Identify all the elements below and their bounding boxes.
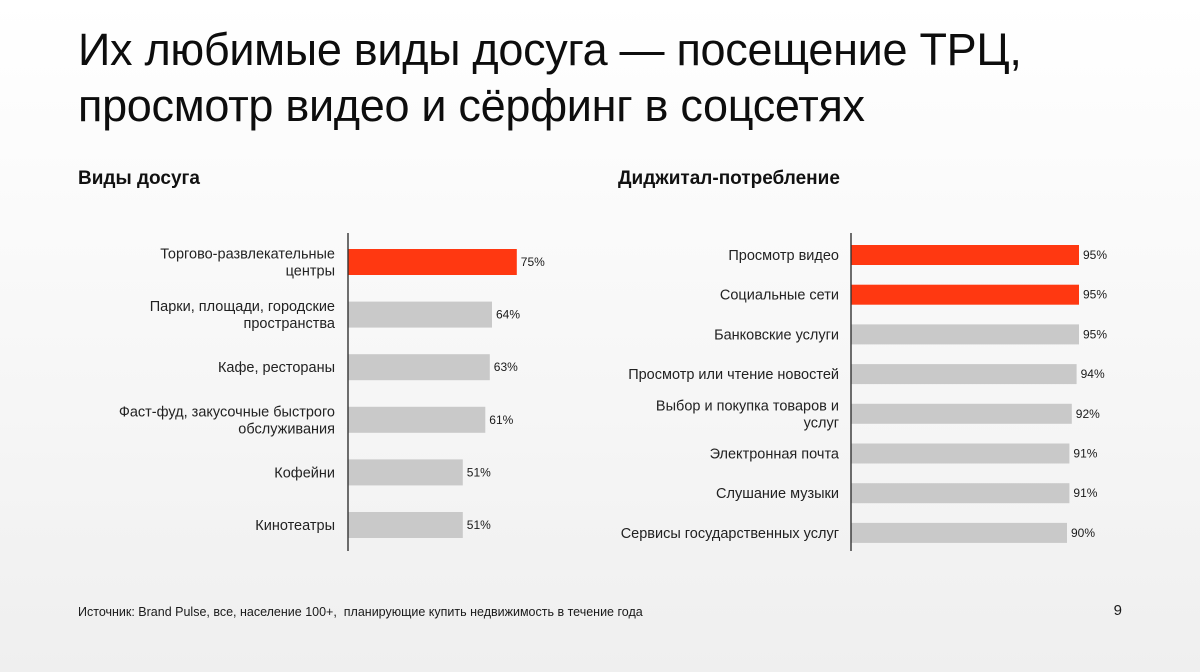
digital-category-label-4: Выбор и покупка товаров и услуг — [656, 398, 839, 431]
leisure-value-label-3: 61% — [489, 413, 513, 427]
leisure-bar-4 — [348, 459, 463, 486]
leisure-category-label-2: Кафе, рестораны — [218, 360, 335, 376]
digital-category-label-5: Электронная почта — [710, 447, 840, 463]
digital-value-label-7: 90% — [1071, 526, 1095, 540]
leisure-category-label-5: Кинотеатры — [255, 518, 335, 534]
digital-bar-5 — [851, 443, 1070, 464]
leisure-category-label-1: Парки, площади, городские пространства — [150, 299, 336, 332]
digital-category-label-2: Банковские услуги — [714, 327, 839, 343]
leisure-category-label-3-line-1: обслуживания — [238, 421, 335, 437]
leisure-category-label-5-line-0: Кинотеатры — [255, 518, 335, 534]
digital-bar-2 — [851, 324, 1079, 345]
leisure-chart-title: Виды досуга — [78, 168, 200, 189]
digital-value-label-2: 95% — [1083, 327, 1107, 341]
digital-value-label-6: 91% — [1073, 486, 1097, 500]
digital-category-label-6-line-0: Слушание музыки — [716, 486, 839, 502]
digital-value-label-3: 94% — [1081, 367, 1105, 381]
digital-bar-3 — [851, 364, 1077, 385]
source-note: Источник: Brand Pulse, все, население 10… — [78, 605, 643, 619]
digital-category-label-7: Сервисы государственных услуг — [621, 526, 839, 542]
digital-value-label-5: 91% — [1073, 447, 1097, 461]
leisure-bar-5 — [348, 512, 463, 538]
leisure-category-label-4-line-0: Кофейни — [274, 465, 335, 481]
digital-category-label-5-line-0: Электронная почта — [710, 447, 840, 463]
digital-value-label-1: 95% — [1083, 288, 1107, 302]
leisure-bar-0 — [348, 249, 517, 275]
leisure-category-label-4: Кофейни — [274, 465, 335, 481]
leisure-value-label-1: 64% — [496, 308, 520, 322]
leisure-category-label-0-line-1: центры — [286, 264, 335, 280]
leisure-value-label-4: 51% — [467, 465, 491, 479]
digital-category-label-6: Слушание музыки — [716, 486, 839, 502]
digital-bar-4 — [851, 403, 1072, 424]
digital-bar-6 — [851, 483, 1070, 504]
digital-category-label-4-line-0: Выбор и покупка товаров и — [656, 398, 839, 414]
digital-chart-title: Диджитал-потребление — [618, 168, 840, 189]
leisure-category-label-0: Торгово-развлекательные центры — [160, 247, 335, 280]
leisure-category-label-3-line-0: Фаст-фуд, закусочные быстрого — [119, 404, 335, 420]
digital-category-label-0: Просмотр видео — [728, 248, 839, 264]
digital-value-label-0: 95% — [1083, 248, 1107, 262]
leisure-value-label-0: 75% — [521, 255, 545, 269]
leisure-category-label-0-line-0: Торгово-развлекательные — [160, 247, 335, 263]
leisure-bar-3 — [348, 406, 486, 433]
digital-bar-0 — [851, 245, 1079, 265]
leisure-value-label-5: 51% — [467, 518, 491, 532]
digital-category-label-0-line-0: Просмотр видео — [728, 248, 839, 264]
leisure-category-label-1-line-0: Парки, площади, городские — [150, 299, 335, 315]
digital-bar-7 — [851, 522, 1067, 543]
digital-category-label-7-line-0: Сервисы государственных услуг — [621, 526, 839, 542]
digital-category-label-1-line-0: Социальные сети — [720, 288, 839, 304]
leisure-category-label-2-line-0: Кафе, рестораны — [218, 360, 335, 376]
slide-title: Их любимые виды досуга — посещение ТРЦ, … — [78, 24, 1022, 131]
digital-bar-1 — [851, 284, 1079, 305]
leisure-category-label-1-line-1: пространства — [243, 316, 335, 332]
digital-category-label-3-line-0: Просмотр или чтение новостей — [628, 367, 839, 383]
digital-category-label-4-line-1: услуг — [804, 415, 839, 431]
digital-category-label-1: Социальные сети — [720, 288, 839, 304]
digital-value-label-4: 92% — [1076, 407, 1100, 421]
page-number: 9 — [1113, 602, 1122, 619]
leisure-category-label-3: Фаст-фуд, закусочные быстрого обслуживани… — [119, 404, 335, 437]
leisure-value-label-2: 63% — [494, 360, 518, 374]
digital-category-label-2-line-0: Банковские услуги — [714, 327, 839, 343]
digital-category-label-3: Просмотр или чтение новостей — [628, 367, 839, 383]
leisure-bar-2 — [348, 354, 490, 381]
leisure-bar-1 — [348, 301, 492, 328]
